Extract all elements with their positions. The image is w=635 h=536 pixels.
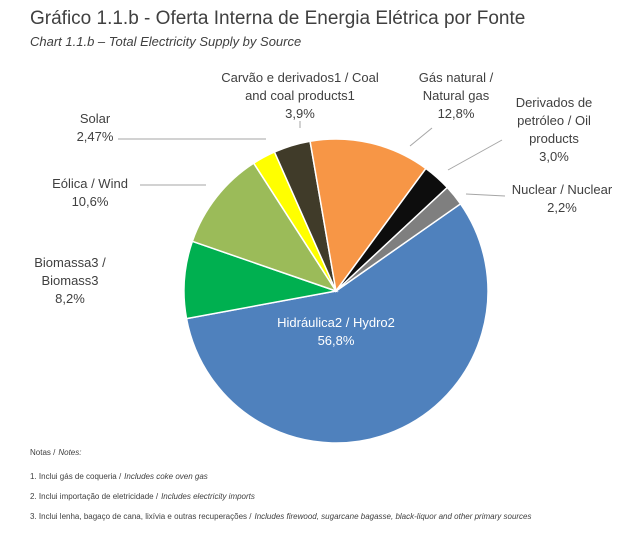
value-label: 2,47% (76, 129, 114, 144)
pie-slice (191, 162, 338, 293)
category-label: Gás natural / Natural gas (418, 70, 494, 103)
value-label: 2,2% (547, 200, 577, 215)
note: 2. Inclui importação de eletricidade / In… (30, 492, 255, 501)
slice-label: Carvão e derivados1 / Coal and coal prod… (212, 69, 388, 123)
note-pt: 2. Inclui importação de eletricidade / (30, 492, 159, 501)
pie-slice (309, 138, 427, 293)
category-label: Eólica / Wind (52, 176, 128, 191)
category-label: Biomassa3 / Biomass3 (34, 255, 106, 288)
leader-line (447, 139, 503, 171)
note-pt: 3. Inclui lenha, bagaço de cana, lixívia… (30, 512, 252, 521)
chart-title: Gráfico 1.1.b - Oferta Interna de Energi… (30, 8, 526, 29)
value-label: 12,8% (437, 106, 475, 121)
value-label: 3,9% (285, 106, 315, 121)
category-label: Carvão e derivados1 / Coal and coal prod… (221, 70, 379, 103)
category-label: Derivados de petróleo / Oil products (515, 95, 593, 146)
slice-label: Derivados de petróleo / Oil products 3,0% (498, 94, 610, 166)
note-en: Includes firewood, sugarcane bagasse, bl… (254, 512, 532, 521)
chart-subtitle: Chart 1.1.b – Total Electricity Supply b… (30, 34, 302, 49)
pie-slice (335, 186, 462, 292)
slice-label: Eólica / Wind 10,6% (40, 175, 140, 211)
category-label: Hidráulica2 / Hydro2 (277, 315, 395, 330)
notes-heading-en: Notes: (58, 448, 82, 457)
note: 1. Inclui gás de coqueria / Includes coke… (30, 472, 208, 481)
value-label: 56,8% (317, 333, 355, 348)
note: 3. Inclui lenha, bagaço de cana, lixívia… (30, 512, 532, 521)
leader-line (409, 127, 433, 147)
value-label: 10,6% (71, 194, 109, 209)
slice-label: Nuclear / Nuclear 2,2% (497, 181, 627, 217)
category-label: Nuclear / Nuclear (511, 182, 613, 197)
value-label: 8,2% (55, 291, 85, 306)
slice-label: Biomassa3 / Biomass3 8,2% (20, 254, 120, 308)
slice-label: Hidráulica2 / Hydro2 56,8% (236, 314, 436, 350)
note-en: Includes coke oven gas (124, 472, 208, 481)
pie-slice (185, 202, 489, 444)
category-label: Solar (79, 111, 111, 126)
notes-heading-pt: Notas / (30, 448, 56, 457)
notes-heading: Notas / Notes: (30, 448, 81, 457)
note-en: Includes electricity imports (161, 492, 255, 501)
leader-line (465, 193, 506, 197)
value-label: 3,0% (539, 149, 569, 164)
slice-label: Gás natural / Natural gas 12,8% (402, 69, 510, 123)
note-pt: 1. Inclui gás de coqueria / (30, 472, 122, 481)
slice-label: Solar 2,47% (55, 110, 135, 146)
